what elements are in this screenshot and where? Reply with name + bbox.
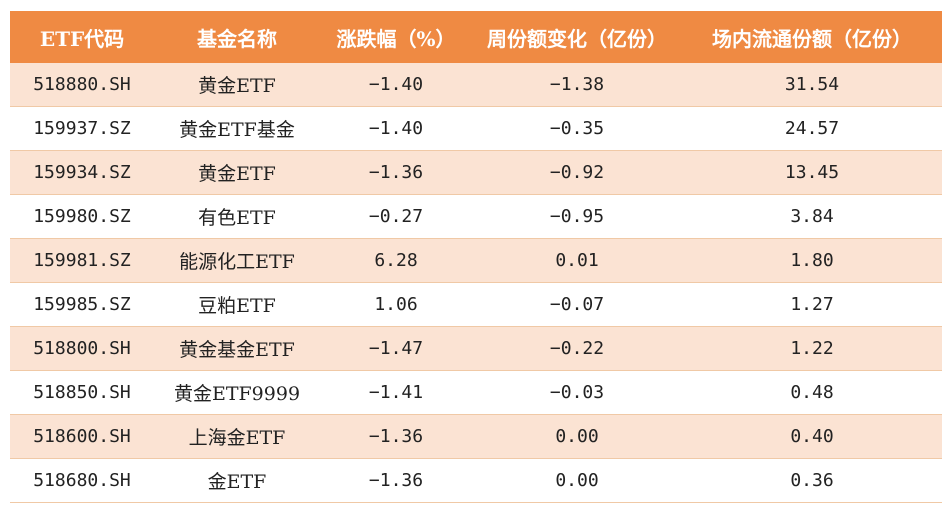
change-pct-cell: −1.36 xyxy=(368,426,424,447)
etf-code-cell: 159937.SZ xyxy=(33,118,131,139)
table-row: 518800.SH 黄金基金ETF −1.47 −0.22 1.22 xyxy=(10,327,942,371)
table-row: 518880.SH 黄金ETF −1.40 −1.38 31.54 xyxy=(10,63,942,107)
weekly-change-cell: 0.01 xyxy=(555,250,599,271)
fund-name-cell: 有色ETF xyxy=(198,207,276,229)
etf-code-cell: 159980.SZ xyxy=(33,206,131,227)
weekly-change-cell: −0.22 xyxy=(549,338,605,359)
weekly-change-cell: −0.92 xyxy=(549,162,605,183)
table-row: 159981.SZ 能源化工ETF 6.28 0.01 1.80 xyxy=(10,239,942,283)
change-pct-cell: −1.47 xyxy=(368,338,424,359)
change-pct-cell: −1.40 xyxy=(368,118,424,139)
floating-shares-cell: 1.22 xyxy=(790,338,834,359)
floating-shares-cell: 0.48 xyxy=(790,382,834,403)
etf-code-cell: 159985.SZ xyxy=(33,294,131,315)
weekly-change-cell: −0.07 xyxy=(549,294,605,315)
fund-name-cell: 豆粕ETF xyxy=(198,295,276,317)
floating-shares-cell: 31.54 xyxy=(784,74,840,95)
change-pct-cell: −1.36 xyxy=(368,470,424,491)
floating-shares-cell: 0.36 xyxy=(790,470,834,491)
fund-name-cell: 黄金ETF xyxy=(198,163,276,185)
etf-code-cell: 518600.SH xyxy=(33,426,131,447)
floating-shares-cell: 3.84 xyxy=(790,206,834,227)
header-weekly-share-change: 周份额变化（亿份） xyxy=(487,26,667,51)
weekly-change-cell: 0.00 xyxy=(555,426,599,447)
etf-code-cell: 518680.SH xyxy=(33,470,131,491)
change-pct-cell: −1.41 xyxy=(368,382,424,403)
header-floating-shares: 场内流通份额（亿份） xyxy=(712,26,912,51)
table-row: 159937.SZ 黄金ETF基金 −1.40 −0.35 24.57 xyxy=(10,107,942,151)
etf-code-cell: 159981.SZ xyxy=(33,250,131,271)
floating-shares-cell: 13.45 xyxy=(784,162,840,183)
header-fund-name: 基金名称 xyxy=(197,26,277,51)
weekly-change-cell: −0.95 xyxy=(549,206,605,227)
fund-name-cell: 黄金ETF xyxy=(198,75,276,97)
table-row: 518600.SH 上海金ETF −1.36 0.00 0.40 xyxy=(10,415,942,459)
table-header: ETF代码 基金名称 涨跌幅（%） 周份额变化（亿份） 场内流通份额（亿份） xyxy=(10,11,942,63)
fund-name-cell: 金ETF xyxy=(207,471,267,493)
header-etf-code: ETF代码 xyxy=(39,26,125,51)
table-row: 159980.SZ 有色ETF −0.27 −0.95 3.84 xyxy=(10,195,942,239)
floating-shares-cell: 0.40 xyxy=(790,426,834,447)
fund-name-cell: 能源化工ETF xyxy=(179,251,295,273)
etf-table: ETF代码 基金名称 涨跌幅（%） 周份额变化（亿份） 场内流通份额（亿份） 5… xyxy=(10,11,942,503)
fund-name-cell: 黄金ETF9999 xyxy=(173,383,301,405)
table-row: 159934.SZ 黄金ETF −1.36 −0.92 13.45 xyxy=(10,151,942,195)
change-pct-cell: −0.27 xyxy=(368,206,424,227)
change-pct-cell: −1.36 xyxy=(368,162,424,183)
floating-shares-cell: 24.57 xyxy=(784,118,840,139)
etf-code-cell: 159934.SZ xyxy=(33,162,131,183)
change-pct-cell: 1.06 xyxy=(374,294,418,315)
floating-shares-cell: 1.80 xyxy=(790,250,834,271)
weekly-change-cell: 0.00 xyxy=(555,470,599,491)
etf-code-cell: 518880.SH xyxy=(33,74,131,95)
weekly-change-cell: −0.35 xyxy=(549,118,605,139)
etf-code-cell: 518800.SH xyxy=(33,338,131,359)
header-change-pct: 涨跌幅（%） xyxy=(336,26,456,51)
fund-name-cell: 黄金ETF基金 xyxy=(179,119,295,141)
table-row: 518850.SH 黄金ETF9999 −1.41 −0.03 0.48 xyxy=(10,371,942,415)
floating-shares-cell: 1.27 xyxy=(790,294,834,315)
table-row: 159985.SZ 豆粕ETF 1.06 −0.07 1.27 xyxy=(10,283,942,327)
etf-code-cell: 518850.SH xyxy=(33,382,131,403)
weekly-change-cell: −0.03 xyxy=(549,382,605,403)
fund-name-cell: 黄金基金ETF xyxy=(179,339,295,361)
weekly-change-cell: −1.38 xyxy=(549,74,605,95)
change-pct-cell: 6.28 xyxy=(374,250,418,271)
fund-name-cell: 上海金ETF xyxy=(188,427,286,449)
change-pct-cell: −1.40 xyxy=(368,74,424,95)
table-row: 518680.SH 金ETF −1.36 0.00 0.36 xyxy=(10,459,942,503)
